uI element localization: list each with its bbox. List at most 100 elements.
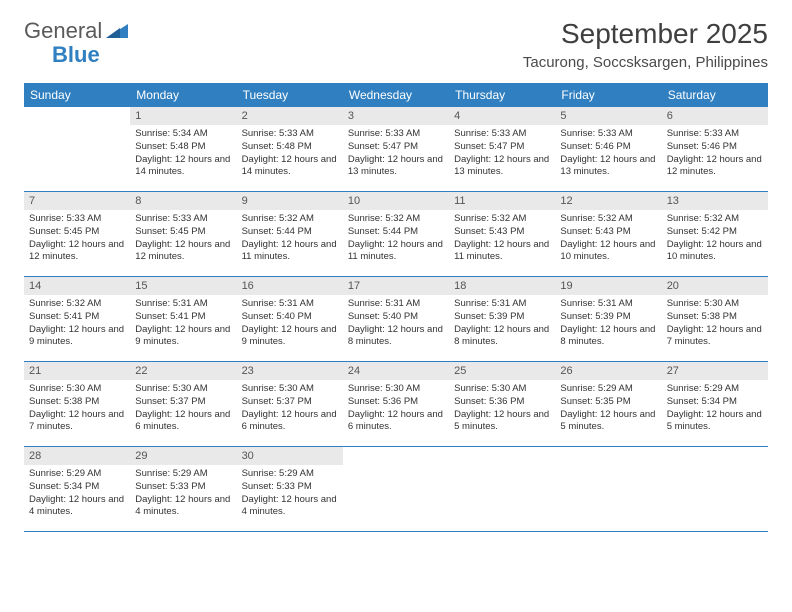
daylight-text: Daylight: 12 hours and 9 minutes. (29, 324, 125, 350)
date-number: 28 (24, 447, 130, 465)
daylight-text: Daylight: 12 hours and 4 minutes. (242, 494, 338, 520)
date-number: 22 (130, 362, 236, 380)
calendar-day-cell: 4Sunrise: 5:33 AMSunset: 5:47 PMDaylight… (449, 107, 555, 191)
sunset-text: Sunset: 5:34 PM (667, 396, 763, 409)
daylight-text: Daylight: 12 hours and 9 minutes. (242, 324, 338, 350)
date-number: 2 (237, 107, 343, 125)
calendar-day-cell: 12Sunrise: 5:32 AMSunset: 5:43 PMDayligh… (555, 192, 661, 276)
sunset-text: Sunset: 5:34 PM (29, 481, 125, 494)
weekday-header: Tuesday (237, 83, 343, 107)
calendar-day-cell: 2Sunrise: 5:33 AMSunset: 5:48 PMDaylight… (237, 107, 343, 191)
sunrise-text: Sunrise: 5:30 AM (135, 383, 231, 396)
calendar-day-cell: 26Sunrise: 5:29 AMSunset: 5:35 PMDayligh… (555, 362, 661, 446)
daylight-text: Daylight: 12 hours and 8 minutes. (348, 324, 444, 350)
sunset-text: Sunset: 5:45 PM (135, 226, 231, 239)
day-details: Sunrise: 5:33 AMSunset: 5:46 PMDaylight:… (662, 125, 768, 182)
brand-name-part2-wrap: Blue (52, 42, 100, 68)
calendar-week-row: 14Sunrise: 5:32 AMSunset: 5:41 PMDayligh… (24, 277, 768, 362)
date-number: 19 (555, 277, 661, 295)
sunset-text: Sunset: 5:37 PM (242, 396, 338, 409)
daylight-text: Daylight: 12 hours and 6 minutes. (348, 409, 444, 435)
day-details: Sunrise: 5:32 AMSunset: 5:44 PMDaylight:… (237, 210, 343, 267)
sunrise-text: Sunrise: 5:29 AM (29, 468, 125, 481)
daylight-text: Daylight: 12 hours and 11 minutes. (348, 239, 444, 265)
date-number: 16 (237, 277, 343, 295)
sunrise-text: Sunrise: 5:32 AM (560, 213, 656, 226)
day-details: Sunrise: 5:32 AMSunset: 5:43 PMDaylight:… (449, 210, 555, 267)
sunset-text: Sunset: 5:43 PM (560, 226, 656, 239)
location-subtitle: Tacurong, Soccsksargen, Philippines (523, 54, 768, 71)
calendar-day-cell: 19Sunrise: 5:31 AMSunset: 5:39 PMDayligh… (555, 277, 661, 361)
calendar-week-row: 1Sunrise: 5:34 AMSunset: 5:48 PMDaylight… (24, 107, 768, 192)
day-details: Sunrise: 5:29 AMSunset: 5:33 PMDaylight:… (237, 465, 343, 522)
calendar-week-row: 28Sunrise: 5:29 AMSunset: 5:34 PMDayligh… (24, 447, 768, 532)
day-details: Sunrise: 5:34 AMSunset: 5:48 PMDaylight:… (130, 125, 236, 182)
sunrise-text: Sunrise: 5:31 AM (454, 298, 550, 311)
sunrise-text: Sunrise: 5:32 AM (667, 213, 763, 226)
sunset-text: Sunset: 5:36 PM (454, 396, 550, 409)
calendar-day-cell: 13Sunrise: 5:32 AMSunset: 5:42 PMDayligh… (662, 192, 768, 276)
daylight-text: Daylight: 12 hours and 8 minutes. (454, 324, 550, 350)
day-details: Sunrise: 5:30 AMSunset: 5:37 PMDaylight:… (237, 380, 343, 437)
sunrise-text: Sunrise: 5:31 AM (560, 298, 656, 311)
sunset-text: Sunset: 5:45 PM (29, 226, 125, 239)
day-details: Sunrise: 5:31 AMSunset: 5:41 PMDaylight:… (130, 295, 236, 352)
sunrise-text: Sunrise: 5:30 AM (242, 383, 338, 396)
day-details: Sunrise: 5:32 AMSunset: 5:43 PMDaylight:… (555, 210, 661, 267)
sunrise-text: Sunrise: 5:34 AM (135, 128, 231, 141)
calendar: SundayMondayTuesdayWednesdayThursdayFrid… (24, 83, 768, 532)
daylight-text: Daylight: 12 hours and 14 minutes. (135, 154, 231, 180)
date-number: 18 (449, 277, 555, 295)
daylight-text: Daylight: 12 hours and 6 minutes. (242, 409, 338, 435)
daylight-text: Daylight: 12 hours and 13 minutes. (348, 154, 444, 180)
date-number: 1 (130, 107, 236, 125)
sunrise-text: Sunrise: 5:32 AM (242, 213, 338, 226)
day-details: Sunrise: 5:30 AMSunset: 5:37 PMDaylight:… (130, 380, 236, 437)
sunset-text: Sunset: 5:33 PM (242, 481, 338, 494)
sunrise-text: Sunrise: 5:33 AM (454, 128, 550, 141)
sunset-text: Sunset: 5:41 PM (29, 311, 125, 324)
date-number: 24 (343, 362, 449, 380)
calendar-day-cell: 25Sunrise: 5:30 AMSunset: 5:36 PMDayligh… (449, 362, 555, 446)
sunrise-text: Sunrise: 5:33 AM (242, 128, 338, 141)
sunrise-text: Sunrise: 5:32 AM (29, 298, 125, 311)
day-details: Sunrise: 5:29 AMSunset: 5:35 PMDaylight:… (555, 380, 661, 437)
weekday-header: Friday (555, 83, 661, 107)
day-details: Sunrise: 5:32 AMSunset: 5:44 PMDaylight:… (343, 210, 449, 267)
sunset-text: Sunset: 5:44 PM (242, 226, 338, 239)
sunrise-text: Sunrise: 5:29 AM (560, 383, 656, 396)
sunrise-text: Sunrise: 5:33 AM (348, 128, 444, 141)
title-block: September 2025 Tacurong, Soccsksargen, P… (523, 18, 768, 71)
calendar-day-cell: 16Sunrise: 5:31 AMSunset: 5:40 PMDayligh… (237, 277, 343, 361)
sunset-text: Sunset: 5:35 PM (560, 396, 656, 409)
sunset-text: Sunset: 5:39 PM (560, 311, 656, 324)
sunrise-text: Sunrise: 5:31 AM (242, 298, 338, 311)
date-number: 5 (555, 107, 661, 125)
brand-logo: General (24, 18, 130, 44)
day-details: Sunrise: 5:32 AMSunset: 5:42 PMDaylight:… (662, 210, 768, 267)
daylight-text: Daylight: 12 hours and 4 minutes. (29, 494, 125, 520)
day-details: Sunrise: 5:30 AMSunset: 5:36 PMDaylight:… (449, 380, 555, 437)
day-details: Sunrise: 5:31 AMSunset: 5:39 PMDaylight:… (555, 295, 661, 352)
day-details: Sunrise: 5:33 AMSunset: 5:47 PMDaylight:… (343, 125, 449, 182)
day-details: Sunrise: 5:33 AMSunset: 5:47 PMDaylight:… (449, 125, 555, 182)
calendar-day-cell: 11Sunrise: 5:32 AMSunset: 5:43 PMDayligh… (449, 192, 555, 276)
day-details: Sunrise: 5:30 AMSunset: 5:38 PMDaylight:… (24, 380, 130, 437)
sunset-text: Sunset: 5:44 PM (348, 226, 444, 239)
date-number: 3 (343, 107, 449, 125)
daylight-text: Daylight: 12 hours and 11 minutes. (454, 239, 550, 265)
day-details: Sunrise: 5:32 AMSunset: 5:41 PMDaylight:… (24, 295, 130, 352)
sunrise-text: Sunrise: 5:33 AM (667, 128, 763, 141)
page-header: General September 2025 Tacurong, Soccsks… (24, 18, 768, 71)
day-details: Sunrise: 5:30 AMSunset: 5:38 PMDaylight:… (662, 295, 768, 352)
date-number: 4 (449, 107, 555, 125)
date-number: 9 (237, 192, 343, 210)
sunset-text: Sunset: 5:43 PM (454, 226, 550, 239)
date-number: 11 (449, 192, 555, 210)
calendar-day-cell: 28 Sunrise: 5:29 AMSunset: 5:34 PMDayligh… (24, 447, 130, 531)
sunrise-text: Sunrise: 5:31 AM (135, 298, 231, 311)
day-details: Sunrise: 5:33 AMSunset: 5:45 PMDaylight:… (24, 210, 130, 267)
calendar-day-cell: 7Sunrise: 5:33 AMSunset: 5:45 PMDaylight… (24, 192, 130, 276)
day-details: Sunrise: 5:33 AMSunset: 5:46 PMDaylight:… (555, 125, 661, 182)
day-details: Sunrise: 5:30 AMSunset: 5:36 PMDaylight:… (343, 380, 449, 437)
